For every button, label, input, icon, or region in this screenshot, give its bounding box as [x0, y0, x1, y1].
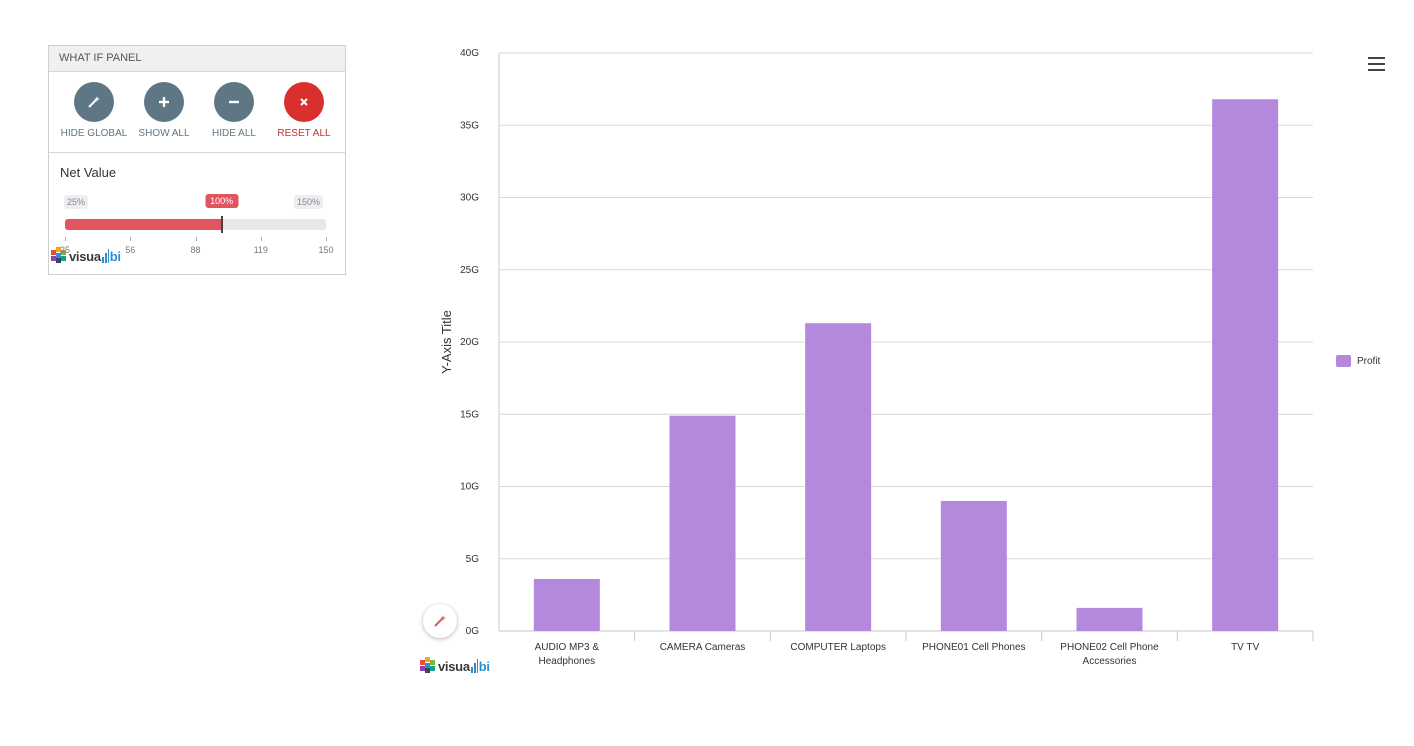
logo-text-left: visua — [438, 659, 470, 674]
logo-bars-icon — [101, 249, 109, 263]
slider-title: Net Value — [60, 165, 117, 180]
visualbi-logo-chart: visua bi — [420, 657, 490, 673]
show-all-button[interactable]: SHOW ALL — [129, 82, 199, 139]
show-all-label: SHOW ALL — [138, 128, 190, 139]
close-icon — [284, 82, 324, 122]
reset-all-label: RESET ALL — [277, 128, 331, 139]
slider-tick-label: 119 — [253, 245, 268, 255]
y-tick-label: 30G — [460, 193, 479, 204]
panel-button-row: HIDE GLOBAL SHOW ALL HIDE ALL RESET ALL — [49, 72, 345, 153]
slider-current-tag: 100% — [205, 194, 239, 208]
panel-title: WHAT IF PANEL — [49, 46, 345, 72]
slider-fill — [65, 219, 222, 230]
hide-global-label: HIDE GLOBAL — [60, 128, 128, 139]
slider-tick-label: 88 — [190, 245, 201, 255]
y-tick-label: 15G — [460, 409, 479, 420]
x-tick-label: Accessories — [1083, 656, 1137, 667]
slider-tick-mark — [130, 237, 132, 241]
chart-legend-item[interactable]: Profit — [1336, 355, 1380, 367]
bar — [1212, 99, 1279, 632]
logo-cube-icon — [51, 247, 67, 263]
x-tick-label: PHONE01 Cell Phones — [922, 642, 1025, 653]
bar — [1076, 607, 1143, 631]
y-tick-label: 10G — [460, 482, 479, 493]
y-axis-title: Y-Axis Title — [439, 310, 454, 374]
logo-bars-icon — [470, 659, 478, 673]
x-tick-label: Headphones — [538, 656, 595, 667]
y-tick-label: 5G — [466, 554, 480, 565]
slider-tick-label: 56 — [125, 245, 136, 255]
slider-tick-label: 150 — [318, 245, 334, 255]
bar — [533, 578, 600, 631]
logo-text-right: bi — [478, 659, 490, 674]
logo-cube-icon — [420, 657, 436, 673]
slider-ticks — [65, 237, 327, 241]
magic-wand-icon — [434, 615, 446, 627]
legend-swatch — [1336, 355, 1351, 367]
reset-all-button[interactable]: RESET ALL — [269, 82, 339, 139]
slider-tick-mark — [195, 237, 197, 241]
x-tick-label: CAMERA Cameras — [660, 642, 746, 653]
slider-tick-mark — [65, 237, 66, 241]
slider-handle[interactable] — [220, 216, 223, 233]
slider-tick-mark — [326, 237, 327, 241]
y-tick-label: 20G — [460, 337, 479, 348]
legend-label: Profit — [1357, 355, 1381, 367]
slider-tick-label: 25 — [59, 245, 71, 255]
y-tick-label: 40G — [460, 48, 479, 59]
y-tick-label: 35G — [460, 120, 479, 131]
hide-global-button[interactable]: HIDE GLOBAL — [59, 82, 129, 139]
chart-magic-wand-button[interactable] — [423, 604, 457, 638]
y-tick-label: 0G — [466, 626, 480, 637]
logo-text-left: visua — [69, 249, 101, 264]
magic-wand-icon — [74, 82, 114, 122]
slider-tick-mark — [260, 237, 262, 241]
minus-icon — [214, 82, 254, 122]
x-tick-label: COMPUTER Laptops — [790, 642, 886, 653]
x-tick-label: AUDIO MP3 & — [535, 642, 600, 653]
slider-min-tag: 25% — [64, 195, 89, 209]
slider-max-tag: 150% — [294, 195, 324, 209]
x-tick-label: TV TV — [1231, 642, 1259, 653]
what-if-panel: WHAT IF PANEL HIDE GLOBAL SHOW ALL HIDE … — [48, 45, 346, 275]
visualbi-logo: visua bi — [51, 247, 121, 263]
chart-menu-icon[interactable] — [1368, 57, 1385, 72]
hide-all-button[interactable]: HIDE ALL — [199, 82, 269, 139]
bar — [940, 500, 1007, 631]
plus-icon — [144, 82, 184, 122]
logo-text-right: bi — [109, 249, 121, 264]
slider-track[interactable] — [65, 216, 326, 233]
y-tick-label: 25G — [460, 265, 479, 276]
net-value-slider-section: Net Value 25% 150% 100% visua bi 25 56 88 11… — [49, 153, 345, 275]
bar — [805, 323, 872, 631]
x-tick-label: PHONE02 Cell Phone — [1060, 642, 1159, 653]
hide-all-label: HIDE ALL — [212, 128, 256, 139]
bar — [669, 415, 736, 631]
